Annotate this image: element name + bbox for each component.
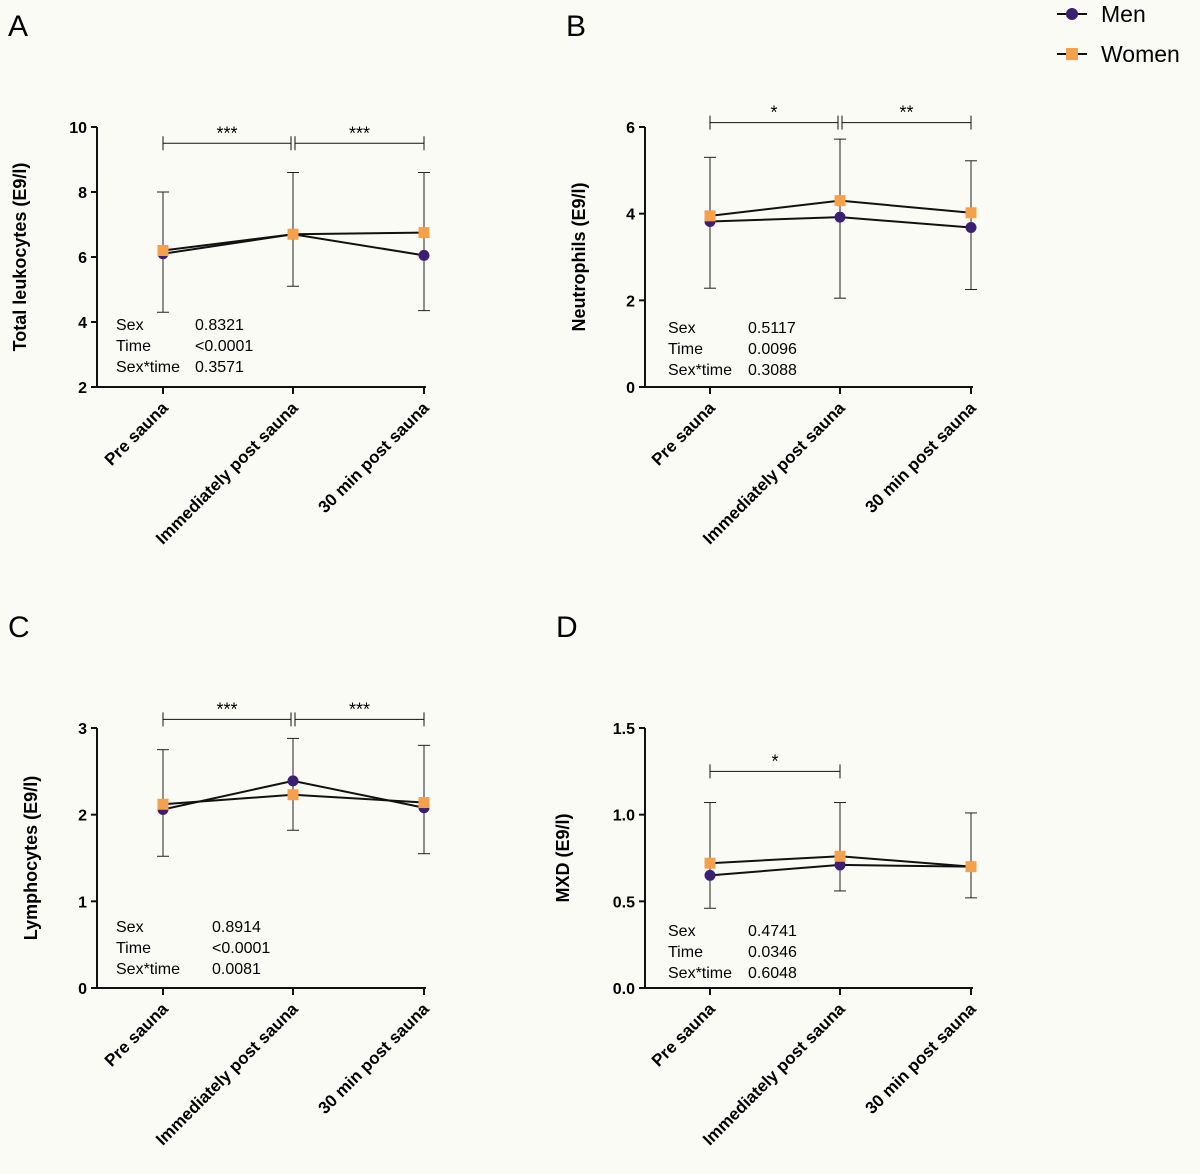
significance-label: **: [899, 103, 913, 123]
point-men: [834, 211, 846, 223]
point-women: [965, 207, 977, 219]
x-tick-label: Pre sauna: [101, 398, 172, 469]
stat-label: Sex*time: [116, 961, 180, 978]
x-tick-label: Immediately post sauna: [699, 999, 849, 1149]
stat-value: <0.0001: [195, 338, 253, 355]
x-tick-label: 30 min post sauna: [862, 999, 981, 1118]
point-women: [834, 195, 846, 207]
stat-value: 0.3571: [195, 359, 244, 376]
stat-value: 0.5117: [748, 320, 796, 337]
x-tick-label: Immediately post sauna: [699, 398, 849, 548]
y-tick-label: 10: [69, 120, 87, 137]
legend-marker-men: [1066, 8, 1078, 20]
y-tick-label: 0: [78, 981, 87, 998]
significance-label: ***: [349, 123, 370, 143]
legend-label: Women: [1101, 41, 1180, 67]
panel-a: A 2 4 6 8 10 Total leukocytes (E9/l) Pre saunaI…: [8, 10, 433, 548]
stat-label: Sex*time: [668, 362, 732, 379]
point-women: [834, 850, 846, 862]
y-tick-label: 0: [626, 380, 635, 397]
y-tick-label: 4: [626, 207, 635, 224]
x-tick-label: Immediately post sauna: [152, 999, 302, 1149]
panel-label: A: [8, 10, 28, 43]
stat-value: <0.0001: [212, 940, 270, 957]
point-women: [157, 798, 169, 810]
x-tick-label: Pre sauna: [648, 999, 719, 1070]
y-tick-label: 6: [626, 120, 635, 137]
stat-value: 0.8321: [195, 317, 244, 334]
point-women: [418, 227, 430, 239]
point-men: [418, 249, 430, 261]
stat-value: 0.3088: [748, 362, 797, 379]
stat-label: Time: [116, 940, 151, 957]
point-women: [287, 228, 299, 240]
significance-label: *: [771, 751, 778, 771]
y-axis-label: Lymphocytes (E9/l): [21, 776, 41, 940]
legend: Men Women: [1057, 1, 1180, 67]
significance-label: ***: [216, 123, 237, 143]
y-tick-label: 6: [78, 250, 87, 267]
legend-marker-women: [1066, 48, 1078, 60]
y-tick-label: 3: [78, 721, 87, 738]
y-tick-label: 1.0: [613, 808, 635, 825]
stat-label: Time: [116, 338, 151, 355]
stat-value: 0.0081: [212, 961, 261, 978]
point-women: [157, 245, 169, 256]
stat-label: Sex: [668, 320, 696, 337]
stat-label: Sex*time: [116, 359, 180, 376]
point-women: [704, 210, 716, 222]
x-tick-label: Immediately post sauna: [152, 398, 302, 548]
point-women: [418, 797, 430, 809]
stat-value: 0.0096: [748, 341, 797, 358]
stat-value: 0.8914: [212, 919, 261, 936]
x-tick-label: Pre sauna: [101, 999, 172, 1070]
panel-c: C 0 1 2 3 Lymphocytes (E9/l) Pre saunaImmediat…: [8, 611, 433, 1149]
y-tick-label: 1: [78, 894, 87, 911]
stat-value: 0.4741: [748, 923, 797, 940]
stat-label: Time: [668, 944, 703, 961]
panel-label: C: [8, 611, 30, 644]
point-men: [965, 222, 977, 234]
panel-b: B 0 2 4 6 Neutrophils (E9/l) Pre saunaImmediat…: [566, 10, 980, 548]
y-axis-label: Neutrophils (E9/l): [569, 182, 589, 331]
x-tick-label: 30 min post sauna: [315, 999, 434, 1118]
y-axis-label: Total leukocytes (E9/l): [10, 163, 30, 352]
y-tick-label: 0.5: [613, 894, 635, 911]
y-tick-label: 0.0: [613, 981, 635, 998]
y-tick-label: 2: [78, 380, 87, 397]
y-tick-label: 8: [78, 185, 87, 202]
stat-value: 0.6048: [748, 965, 797, 982]
stat-value: 0.0346: [748, 944, 797, 961]
stat-label: Time: [668, 341, 703, 358]
x-tick-label: 30 min post sauna: [862, 398, 981, 517]
y-tick-label: 2: [78, 808, 87, 825]
x-tick-label: Pre sauna: [648, 398, 719, 469]
y-tick-label: 2: [626, 293, 635, 310]
stat-label: Sex: [668, 923, 696, 940]
point-women: [704, 857, 716, 869]
stat-label: Sex: [116, 919, 144, 936]
stat-label: Sex: [116, 317, 144, 334]
x-tick-label: 30 min post sauna: [315, 398, 434, 517]
y-axis-label: MXD (E9/l): [553, 813, 573, 902]
point-men: [704, 869, 716, 881]
point-men: [287, 775, 299, 787]
y-tick-label: 4: [78, 315, 87, 332]
stat-label: Sex*time: [668, 965, 732, 982]
panel-label: B: [566, 10, 586, 43]
point-women: [287, 789, 299, 801]
legend-label: Men: [1101, 1, 1146, 27]
significance-label: ***: [216, 699, 237, 719]
panel-d: D 0.0 0.5 1.0 1.5 MXD (E9/l) Pre saunaImmediat…: [553, 611, 980, 1149]
point-women: [965, 861, 977, 873]
point-men: [834, 859, 846, 871]
significance-label: ***: [349, 699, 370, 719]
y-tick-label: 1.5: [613, 721, 635, 738]
significance-label: *: [770, 103, 777, 123]
panel-label: D: [556, 611, 578, 644]
